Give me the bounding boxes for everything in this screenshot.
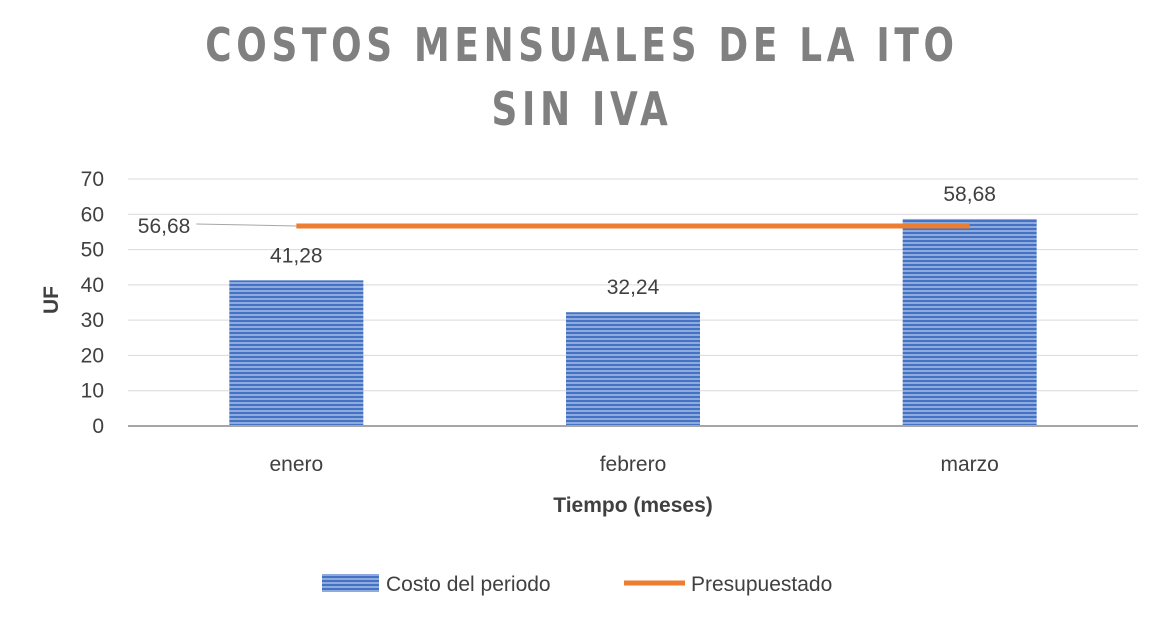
legend: Costo del periodo Presupuestado xyxy=(322,573,832,596)
bar xyxy=(566,312,700,426)
y-tick-label: 30 xyxy=(81,309,104,332)
budget-line-group xyxy=(196,223,970,229)
legend-swatch-bar xyxy=(322,574,379,592)
axes: 0 10 20 30 40 50 60 70 enero febrero marzo xyxy=(81,168,1138,476)
y-tick-label: 40 xyxy=(81,274,104,297)
y-tick-label: 50 xyxy=(81,239,104,262)
y-tick-label: 10 xyxy=(81,380,104,403)
y-axis-title: UF xyxy=(40,286,63,314)
y-tick-label: 70 xyxy=(81,168,104,191)
y-tick-label: 60 xyxy=(81,203,104,226)
x-tick-label: marzo xyxy=(940,453,998,476)
legend-label-line: Presupuestado xyxy=(691,573,832,596)
chart-title-line-1: COSTOS MENSUALES DE LA ITO xyxy=(205,18,959,72)
bar xyxy=(902,218,1037,426)
bar-value-label: 58,68 xyxy=(943,183,996,206)
bars xyxy=(229,218,1037,426)
bar-value-label: 32,24 xyxy=(607,276,660,299)
bar xyxy=(229,280,364,426)
x-axis-title: Tiempo (meses) xyxy=(553,494,713,517)
y-tick-label: 0 xyxy=(92,415,104,438)
budget-value-label: 56,68 xyxy=(138,215,191,238)
data-labels: 41,28 32,24 58,68 56,68 xyxy=(138,183,996,299)
x-tick-label: enero xyxy=(269,453,323,476)
y-tick-label: 20 xyxy=(81,344,104,367)
bar-value-label: 41,28 xyxy=(270,244,323,267)
legend-label-bar: Costo del periodo xyxy=(386,573,551,596)
x-tick-label: febrero xyxy=(600,453,667,476)
budget-label-leader xyxy=(196,223,297,227)
chart-title-line-2: SIN IVA xyxy=(491,82,673,136)
